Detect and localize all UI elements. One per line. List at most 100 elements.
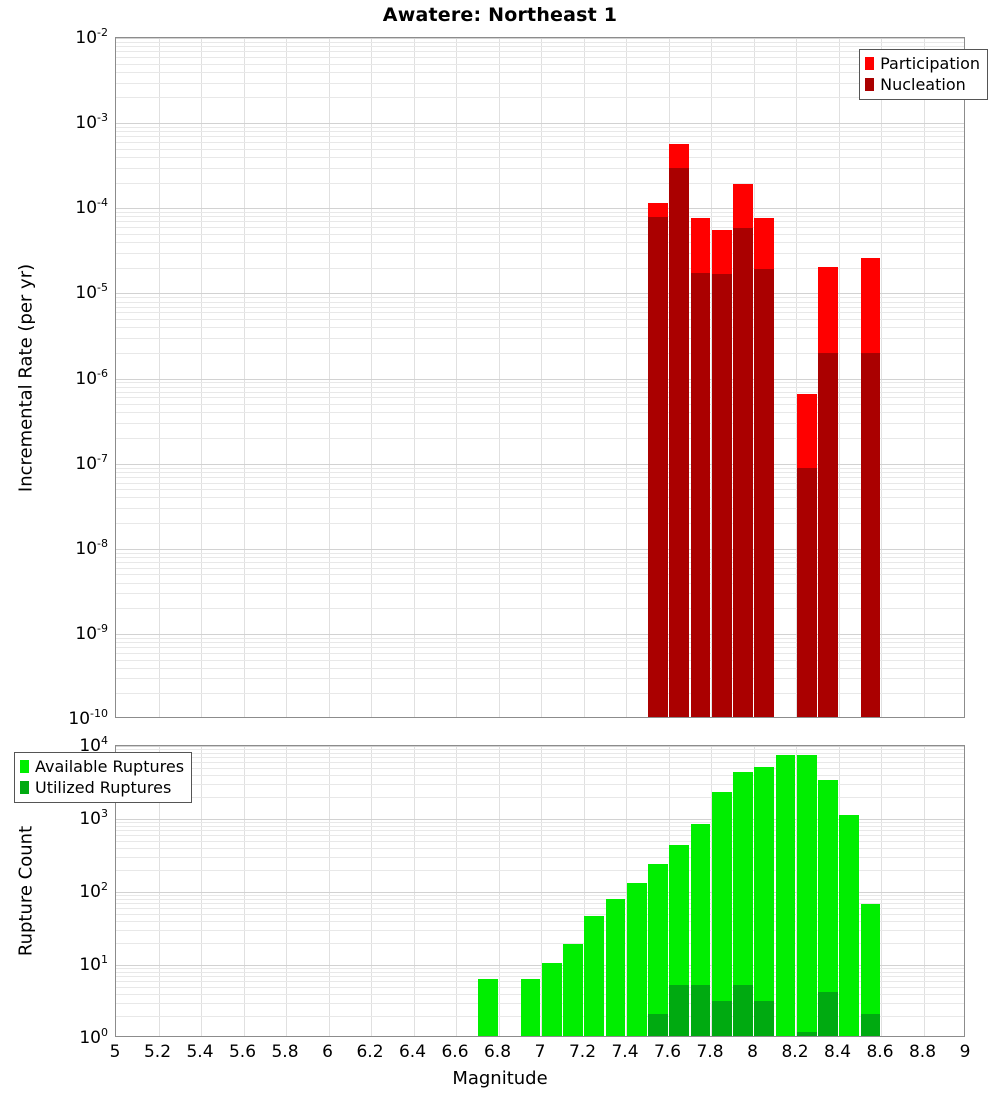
gridline-major — [116, 746, 964, 747]
y-tick-label: 101 — [79, 953, 108, 975]
rupture-count-bar — [584, 916, 604, 1036]
gridline-minor — [116, 337, 964, 339]
gridline-minor — [116, 312, 964, 314]
rupture-count-bar — [775, 755, 796, 1036]
gridline-vertical — [583, 38, 585, 717]
bar-segment-available-ruptures — [520, 979, 541, 1036]
gridline-minor — [116, 391, 964, 393]
bar-segment-available-ruptures — [754, 766, 774, 1036]
gridline-vertical — [668, 38, 670, 717]
gridline-minor — [116, 556, 964, 558]
bar-segment-nucleation — [796, 467, 817, 717]
rupture-count-bar — [520, 979, 541, 1036]
x-tick-label: 8.4 — [823, 1042, 852, 1062]
gridline-vertical — [796, 38, 797, 717]
gridline-minor — [116, 437, 964, 439]
gridline-minor — [116, 667, 964, 669]
gridline-minor — [116, 156, 964, 158]
gridline-minor — [116, 497, 964, 499]
rupture-count-bar — [818, 780, 838, 1036]
page-title: Awatere: Northeast 1 — [382, 4, 618, 26]
gridline-minor — [116, 306, 964, 308]
x-tick-label: 7.8 — [696, 1042, 724, 1062]
gridline-minor — [116, 423, 964, 424]
rupture-count-bar — [626, 882, 647, 1036]
bar-segment-available-ruptures — [818, 780, 838, 1036]
bar-segment-utilized-ruptures — [669, 984, 689, 1036]
gridline-major — [116, 378, 964, 380]
bar-segment-nucleation — [690, 272, 711, 717]
y-tick-label: 102 — [79, 880, 108, 902]
gridline-minor — [116, 397, 964, 399]
gridline-vertical — [158, 38, 160, 717]
gridline-minor — [116, 482, 964, 484]
gridline-minor — [116, 404, 964, 406]
gridline-minor — [116, 216, 964, 218]
legend-item-utilized-ruptures: Utilized Ruptures — [20, 777, 184, 798]
rupture-count-bar — [478, 979, 498, 1036]
gridline-minor — [116, 972, 964, 974]
bar-segment-nucleation — [711, 274, 732, 717]
gridline-minor — [116, 976, 964, 978]
x-tick-label: 5.4 — [186, 1042, 214, 1062]
gridline-minor — [116, 46, 964, 48]
gridline-minor — [116, 71, 964, 73]
gridline-minor — [116, 895, 964, 897]
x-tick-label: 5.8 — [271, 1042, 299, 1062]
top-legend: Participation Nucleation — [859, 49, 988, 100]
gridline-minor — [116, 693, 964, 695]
gridline-minor — [116, 913, 964, 915]
x-tick-label: 6 — [322, 1042, 333, 1062]
legend-item-available-ruptures: Available Ruptures — [20, 756, 184, 777]
gridline-minor — [116, 659, 964, 661]
x-tick-label: 6.8 — [483, 1042, 512, 1062]
gridline-major — [116, 819, 964, 820]
gridline-vertical — [456, 746, 457, 1036]
gridline-minor — [116, 826, 964, 828]
legend-swatch-utilized-ruptures — [20, 781, 29, 794]
gridline-minor — [116, 136, 964, 138]
gridline-vertical — [711, 746, 712, 1036]
gridline-minor — [116, 582, 964, 584]
gridline-minor — [116, 41, 964, 43]
gridline-minor — [116, 574, 964, 576]
bar-segment-utilized-ruptures — [754, 1001, 774, 1036]
gridline-minor — [116, 749, 964, 751]
x-tick-label: 8.8 — [908, 1042, 937, 1062]
x-tick-label: 8.6 — [866, 1042, 894, 1062]
legend-swatch-available-ruptures — [20, 760, 29, 773]
rupture-count-plot-area — [115, 745, 965, 1037]
bar-segment-nucleation — [733, 227, 753, 717]
rupture-count-bar — [648, 863, 668, 1036]
gridline-vertical — [711, 38, 712, 717]
gridline-vertical — [243, 38, 245, 717]
x-tick-label: 6.4 — [398, 1042, 427, 1062]
gridline-vertical — [626, 38, 627, 717]
bar-segment-utilized-ruptures — [648, 1014, 668, 1036]
gridline-vertical — [923, 38, 925, 717]
gridline-vertical — [328, 746, 330, 1036]
gridline-vertical — [413, 38, 415, 717]
gridline-vertical — [668, 746, 670, 1036]
incremental-rate-plot-area — [115, 37, 965, 718]
gridline-major — [116, 38, 964, 39]
x-tick-label: 5.2 — [143, 1042, 172, 1062]
gridline-minor — [116, 82, 964, 84]
top-y-tick-labels: 10-2 10-3 10-4 10-5 10-6 10-7 10-8 10-9 10-10 — [0, 0, 108, 1100]
bar-segment-available-ruptures — [605, 899, 626, 1036]
gridline-minor — [116, 97, 964, 99]
gridline-minor — [116, 297, 964, 299]
bar-segment-nucleation — [669, 168, 689, 717]
bar-segment-utilized-ruptures — [860, 1014, 881, 1036]
gridline-minor — [116, 227, 964, 229]
gridline-vertical — [796, 746, 797, 1036]
bar-segment-utilized-ruptures — [690, 984, 711, 1036]
bottom-y-axis-title: Rupture Count — [15, 825, 37, 957]
gridline-minor — [116, 784, 964, 786]
gridline-vertical — [541, 38, 542, 717]
gridline-minor — [116, 182, 964, 184]
gridline-vertical — [626, 746, 627, 1036]
y-tick-label: 103 — [79, 807, 108, 829]
gridline-minor — [116, 870, 964, 872]
bar-segment-available-ruptures — [563, 944, 583, 1036]
